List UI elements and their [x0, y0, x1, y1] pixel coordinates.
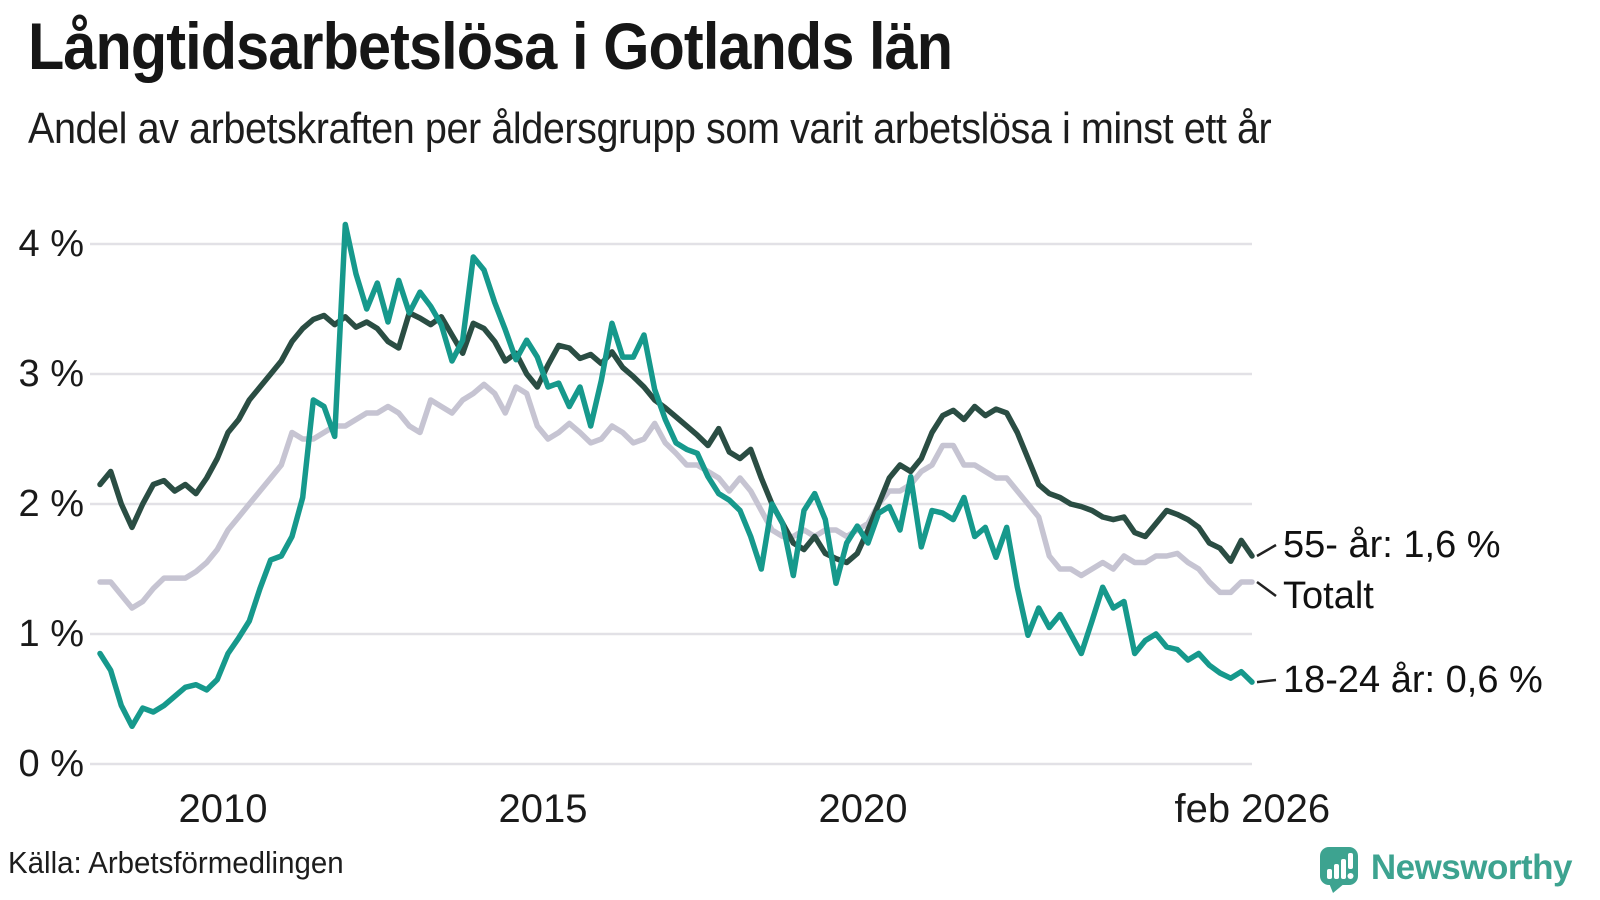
series-label-connector — [1256, 678, 1277, 684]
series-end-label: 18-24 år: 0,6 % — [1283, 659, 1543, 701]
y-axis-tick-label: 0 % — [19, 743, 84, 785]
x-axis-tick-label: feb 2026 — [1174, 787, 1330, 831]
x-axis-tick-label: 2010 — [179, 787, 268, 831]
y-axis-tick-label: 4 % — [19, 223, 84, 265]
x-axis-tick-label: 2015 — [499, 787, 588, 831]
newsworthy-logo: Newsworthy — [1319, 843, 1573, 893]
page-title: Långtidsarbetslösa i Gotlands län — [28, 9, 953, 83]
source-note: Källa: Arbetsförmedlingen — [8, 845, 344, 880]
series-line-18-24-r — [97, 221, 1255, 730]
series-end-label: 55- år: 1,6 % — [1283, 524, 1501, 566]
series-label-connector — [1256, 543, 1277, 558]
y-axis-tick-label: 2 % — [19, 483, 84, 525]
page-subtitle: Andel av arbetskraften per åldersgrupp s… — [28, 103, 1272, 153]
newsworthy-speech-bubble-icon — [1319, 847, 1358, 893]
y-axis-tick-label: 1 % — [19, 613, 84, 655]
series-end-label: Totalt — [1283, 575, 1374, 617]
x-axis-tick-label: 2020 — [819, 787, 908, 831]
newsworthy-wordmark: Newsworthy — [1370, 848, 1573, 887]
series-label-connector — [1256, 580, 1277, 598]
series-line-55-r — [97, 310, 1255, 566]
chart-header: Långtidsarbetslösa i Gotlands län Andel … — [28, 10, 1588, 153]
series-line-totalt — [97, 381, 1255, 611]
y-axis-tick-label: 3 % — [19, 353, 84, 395]
